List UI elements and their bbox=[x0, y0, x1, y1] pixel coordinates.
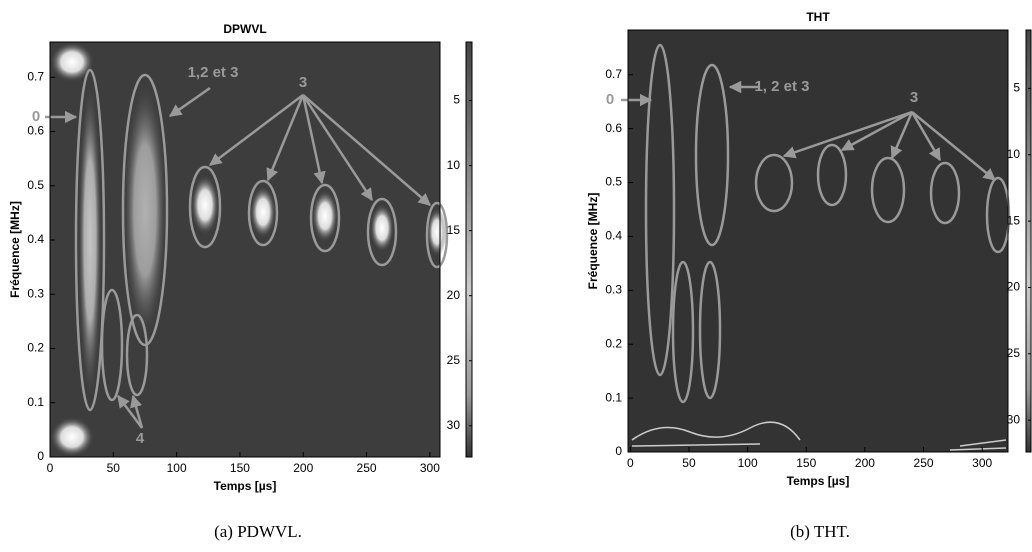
y-tick-label: 0 bbox=[37, 449, 44, 463]
y-tick-label: 0.5 bbox=[605, 175, 622, 189]
x-tick-label: 150 bbox=[796, 456, 816, 470]
x-tick-label: 250 bbox=[357, 461, 377, 475]
colorbar-tick-label: 15 bbox=[1007, 213, 1021, 227]
colorbar bbox=[1025, 29, 1032, 453]
y-axis-label: Fréquence [MHz] bbox=[8, 201, 22, 298]
colorbar-tick-label: 10 bbox=[1007, 147, 1021, 161]
colorbar-tick-label: 15 bbox=[447, 223, 461, 237]
y-tick-label: 0.3 bbox=[27, 286, 44, 300]
plot-frame bbox=[627, 29, 1009, 453]
y-tick-label: 0.6 bbox=[605, 121, 622, 135]
x-axis-label: Temps [µs] bbox=[787, 474, 850, 488]
caption: (a) PDWVL. bbox=[214, 522, 302, 541]
y-tick-label: 0.2 bbox=[605, 336, 622, 350]
colorbar-tick-label: 25 bbox=[1007, 346, 1021, 360]
annotation: 0 bbox=[32, 108, 40, 125]
chart-title: THT bbox=[806, 10, 830, 24]
x-tick-label: 200 bbox=[855, 456, 875, 470]
colorbar-tick-label: 30 bbox=[447, 418, 461, 432]
y-tick-label: 0.5 bbox=[27, 178, 44, 192]
plot-b-image bbox=[621, 30, 1011, 452]
colorbar-tick-label: 25 bbox=[447, 353, 461, 367]
y-tick-label: 0.4 bbox=[27, 232, 44, 246]
colorbar-tick-label: 30 bbox=[1007, 412, 1021, 426]
x-tick-label: 100 bbox=[167, 461, 187, 475]
y-tick-label: 0.3 bbox=[605, 282, 622, 296]
x-tick-label: 0 bbox=[627, 456, 634, 470]
annotation: 3 bbox=[910, 89, 918, 106]
colorbar-tick-label: 20 bbox=[447, 288, 461, 302]
y-tick-label: 0.1 bbox=[605, 390, 622, 404]
annotation: 4 bbox=[136, 430, 145, 447]
colorbar-tick-label: 10 bbox=[447, 158, 461, 172]
y-tick-label: 0 bbox=[615, 444, 622, 458]
x-tick-label: 300 bbox=[420, 461, 440, 475]
colorbar-tick-label: 5 bbox=[1013, 81, 1020, 95]
caption: (b) THT. bbox=[790, 522, 850, 541]
x-tick-label: 50 bbox=[107, 461, 121, 475]
x-tick-label: 50 bbox=[682, 456, 696, 470]
y-tick-label: 0.7 bbox=[605, 67, 622, 81]
annotation: 3 bbox=[299, 74, 307, 91]
x-tick-label: 0 bbox=[47, 461, 54, 475]
y-tick-label: 0.2 bbox=[27, 341, 44, 355]
y-tick-label: 0.6 bbox=[27, 124, 44, 138]
x-tick-label: 250 bbox=[914, 456, 934, 470]
chart-title: DPWVL bbox=[223, 22, 266, 36]
y-tick-label: 0.7 bbox=[27, 69, 44, 83]
colorbar-tick-label: 20 bbox=[1007, 280, 1021, 294]
annotation: 1, 2 et 3 bbox=[754, 78, 809, 95]
colorbar-tick-label: 5 bbox=[453, 93, 460, 107]
y-tick-label: 0.4 bbox=[605, 229, 622, 243]
y-tick-label: 0.1 bbox=[27, 395, 44, 409]
y-axis-label: Fréquence [MHz] bbox=[586, 193, 600, 290]
plot-frame bbox=[49, 41, 441, 458]
x-tick-label: 100 bbox=[738, 456, 758, 470]
annotation: 0 bbox=[606, 91, 614, 108]
x-tick-label: 300 bbox=[972, 456, 992, 470]
x-tick-label: 200 bbox=[293, 461, 313, 475]
x-tick-label: 150 bbox=[230, 461, 250, 475]
annotation: 1,2 et 3 bbox=[188, 64, 239, 81]
plot-a-image bbox=[45, 42, 449, 457]
colorbar bbox=[465, 41, 473, 458]
x-axis-label: Temps [µs] bbox=[214, 479, 277, 493]
